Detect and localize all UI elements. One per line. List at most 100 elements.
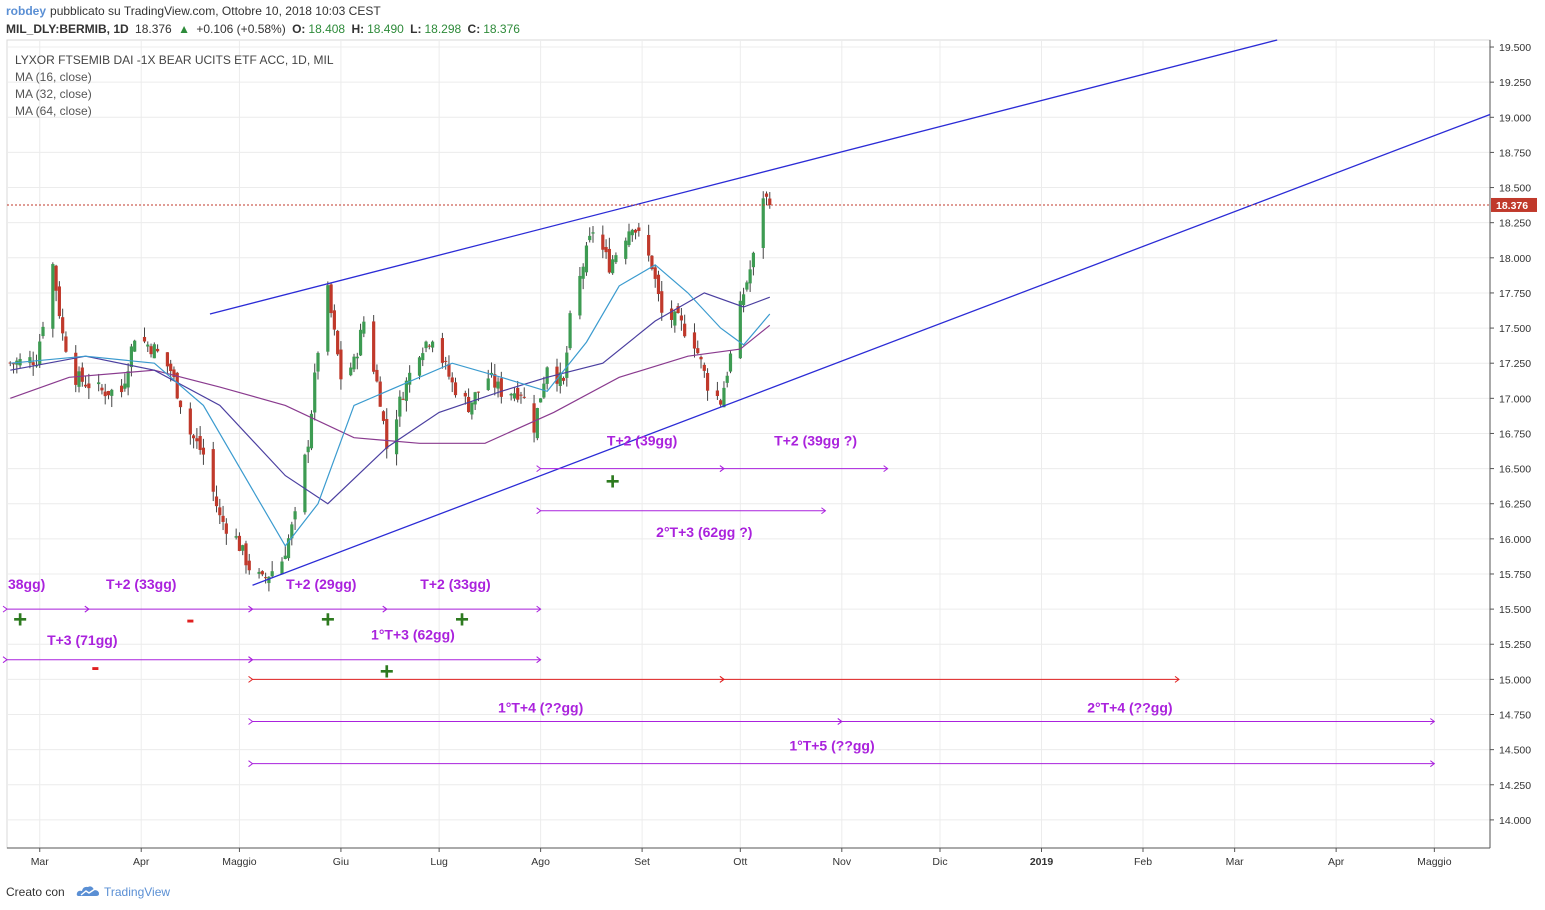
candle-body [558, 372, 562, 386]
candle-body [8, 362, 12, 364]
price-tick-label: 18.000 [1499, 253, 1531, 265]
candle-body [699, 356, 703, 360]
cycle-label: 1°T+4 (??gg) [498, 699, 583, 715]
candle-body [653, 267, 657, 279]
candle-body [329, 284, 333, 314]
candle-body [224, 523, 228, 534]
time-tick-label: Nov [832, 856, 851, 868]
cycle-label: 2°T+3 (62gg ?) [656, 524, 752, 540]
candle-body [309, 413, 314, 449]
candle-body [87, 383, 91, 389]
candle-body [264, 577, 268, 579]
candle-body [80, 367, 84, 382]
candle-body [129, 346, 134, 368]
ma-16-line [10, 264, 771, 547]
candle-body [473, 392, 477, 405]
candle-body [614, 255, 618, 263]
low-label: L: [410, 22, 422, 36]
candle-body [106, 390, 111, 396]
candle-body [535, 408, 539, 439]
plus-marker: + [321, 606, 335, 633]
candle-body [512, 393, 517, 399]
candle-body [719, 400, 723, 405]
cycle-arrow-head [248, 675, 254, 683]
price-tick-label: 15.000 [1499, 674, 1531, 686]
candle-body [499, 378, 503, 397]
candle-body [611, 259, 615, 274]
cycle-label: 1°T+5 (??gg) [789, 737, 874, 753]
candle-body [581, 266, 585, 279]
candle-body [336, 330, 340, 355]
price-tick-label: 14.500 [1499, 745, 1531, 757]
price-chart[interactable]: 19.500 19.250 19.000 18.750 18.500 18.250 18.0… [0, 0, 1545, 876]
candle-body [532, 403, 536, 433]
candle-body [290, 524, 294, 539]
candle-body [584, 245, 589, 273]
candle-body [539, 398, 543, 403]
candle-body [306, 446, 310, 453]
instrument-title: LYXOR FTSEMIB DAI -1X BEAR UCITS ETF ACC… [15, 53, 334, 67]
plus-marker: + [455, 606, 469, 633]
time-tick-label: Mar [31, 856, 50, 868]
last-price-label: 18.376 [1496, 200, 1528, 212]
cycle-arrow-head [2, 656, 8, 664]
chart-header: robdey pubblicato su TradingView.com, Ott… [0, 0, 1545, 40]
candle-body [64, 336, 68, 352]
candle-body [633, 229, 638, 233]
price-tick-label: 15.500 [1499, 604, 1531, 616]
price-tick-label: 16.000 [1499, 534, 1531, 546]
cycle-arrow-head [2, 605, 8, 613]
cycle-arrow-head [719, 465, 725, 472]
candle-body [381, 411, 386, 421]
candle-body [41, 326, 45, 337]
candle-body [427, 345, 431, 347]
candle-body [133, 340, 137, 352]
candle-body [316, 352, 320, 372]
low-value: 18.298 [424, 22, 462, 36]
candle-body [696, 348, 700, 354]
candle-body [237, 535, 242, 551]
candle-body [673, 311, 677, 326]
price-tick-label: 17.000 [1499, 393, 1531, 405]
cycle-label: 1°T+3 (62gg) [371, 626, 455, 642]
price-tick-label: 16.750 [1499, 428, 1531, 440]
candle-body [761, 198, 765, 248]
candle-body [444, 360, 448, 362]
candle-body [470, 402, 474, 415]
price-tick-label: 18.250 [1499, 218, 1531, 230]
candle-body [624, 240, 628, 259]
candle-body [486, 378, 490, 391]
candle-body [768, 198, 772, 205]
time-tick-label: Ago [531, 856, 550, 868]
cycle-arrow-head [382, 605, 388, 613]
candle-body [54, 265, 58, 291]
plot-area [6, 39, 1491, 849]
candle-body [149, 346, 153, 355]
candle-body [679, 315, 683, 321]
price-tick-label: 17.750 [1499, 288, 1531, 300]
candle-body [650, 255, 654, 270]
time-tick-label: 2019 [1030, 856, 1054, 868]
time-tick-label: Feb [1134, 856, 1152, 868]
candle-body [155, 348, 160, 352]
candle-body [683, 323, 687, 337]
time-tick-label: Apr [133, 856, 150, 868]
candle-body [660, 291, 664, 313]
price-tick-label: 15.750 [1499, 569, 1531, 581]
candle-body [656, 274, 661, 295]
tradingview-link[interactable]: TradingView [104, 885, 171, 899]
time-tick-label: Maggio [222, 856, 257, 868]
candle-body [358, 329, 363, 356]
author-link[interactable]: robdey [6, 4, 47, 18]
candle-body [270, 571, 274, 577]
plus-marker: + [606, 469, 620, 496]
tradingview-cloud-icon[interactable] [76, 884, 100, 898]
price-tick-label: 15.250 [1499, 639, 1531, 651]
candle-body [178, 400, 183, 408]
candle-body [286, 538, 291, 559]
candle-body [591, 232, 595, 234]
candle-body [126, 371, 130, 388]
candle-body [195, 438, 199, 442]
candle-body [738, 300, 742, 359]
candle-body [375, 369, 379, 382]
